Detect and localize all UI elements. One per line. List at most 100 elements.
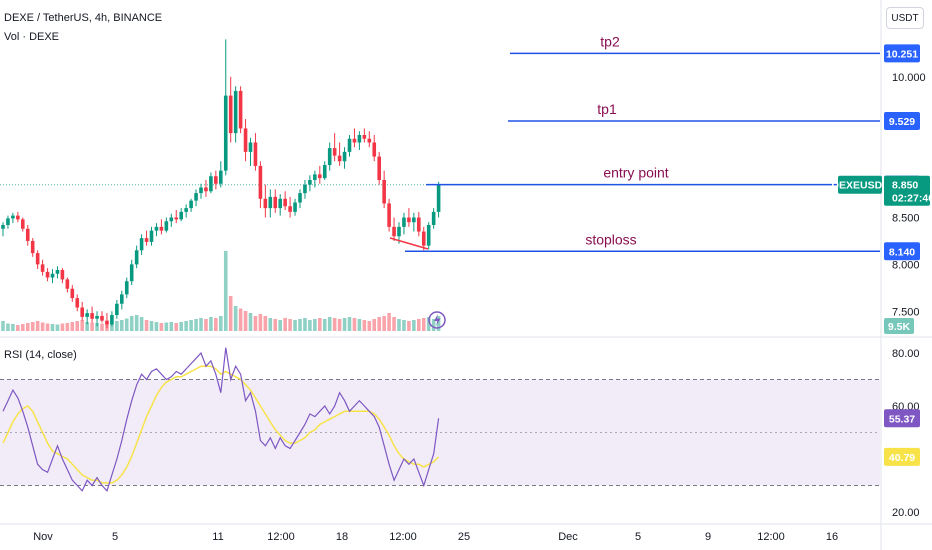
volume-bar: [50, 324, 55, 331]
volume-bar: [80, 320, 84, 331]
candle-body: [194, 193, 198, 201]
candle-body: [60, 270, 65, 280]
volume-bar: [397, 319, 401, 331]
candle-body: [30, 240, 35, 254]
volume-bar: [110, 322, 114, 331]
time-tick-label: 18: [336, 531, 348, 543]
candle-body: [352, 138, 357, 143]
volume-bar: [258, 314, 263, 331]
volume-badge: [884, 318, 914, 334]
volume-bar: [204, 319, 208, 331]
volume-bar: [65, 323, 70, 331]
candle-body: [392, 226, 396, 237]
candle-body: [431, 211, 436, 225]
volume-bar: [25, 323, 30, 331]
candle-body: [199, 187, 203, 194]
candle-body: [219, 170, 223, 184]
volume-bar: [16, 325, 20, 331]
volume-bar: [1, 321, 5, 331]
volume-bar: [243, 311, 248, 331]
level-badge-label: 8.140: [889, 246, 915, 258]
volume-bar: [238, 308, 243, 331]
volume-bar: [184, 321, 188, 331]
candle-body: [55, 270, 60, 274]
volume-bar: [327, 317, 332, 331]
volume-bar: [179, 322, 183, 331]
candle-body: [154, 226, 159, 231]
candle-body: [372, 142, 377, 157]
candle-body: [273, 196, 278, 209]
time-tick-label: 12:00: [757, 531, 785, 543]
candle-body: [233, 90, 238, 134]
candle-body: [149, 230, 154, 242]
candle-body: [238, 90, 243, 129]
time-tick-label: 12:00: [267, 531, 295, 543]
level-annotation: stoploss: [585, 231, 636, 247]
volume-bar: [30, 322, 35, 331]
level-badge-label: 10.251: [886, 48, 918, 60]
candle-body: [243, 128, 248, 152]
candle-body: [16, 215, 20, 220]
candle-body: [367, 138, 372, 143]
candle-body: [1, 225, 5, 229]
candle-body: [308, 180, 312, 185]
volume-bar: [298, 319, 302, 331]
candle-body: [412, 217, 416, 223]
volume-bar: [367, 321, 372, 331]
candle-body: [417, 217, 421, 232]
candle-body: [263, 198, 268, 209]
candle-body: [100, 315, 104, 321]
volume-bar: [421, 318, 426, 331]
volume-bar: [293, 320, 297, 331]
axes: 7.500 8.000 8.500 10.000 Nov 5 11 12:00 18 12:00 2…: [33, 72, 925, 543]
time-tick-label: 16: [826, 531, 838, 543]
volume-bar: [431, 319, 436, 331]
volume-bar: [283, 318, 287, 331]
candle-body: [426, 225, 431, 246]
level-annotation: tp1: [597, 101, 617, 117]
volume-bar: [60, 323, 65, 331]
time-tick-label: 12:00: [389, 531, 417, 543]
candle-body: [209, 176, 213, 192]
time-tick-label: 25: [458, 531, 470, 543]
candle-body: [204, 187, 208, 192]
symbol-badge-label: DEXEUSDT: [831, 180, 889, 192]
volume-bar: [313, 319, 317, 331]
candle-body: [337, 155, 342, 162]
candle-body: [214, 176, 218, 184]
volume-bar: [85, 322, 89, 331]
candle-body: [313, 174, 317, 180]
candle-body: [382, 180, 386, 204]
candle-body: [298, 193, 302, 203]
rsi-tick-label: 20.00: [892, 507, 920, 519]
volume-bar: [55, 324, 60, 331]
volume-bar: [377, 317, 381, 331]
candle-body: [268, 196, 273, 209]
volume-bar: [40, 322, 45, 331]
volume-bar: [120, 320, 124, 331]
candle-body: [129, 264, 134, 282]
volume-bar: [21, 324, 25, 331]
candle-body: [120, 294, 124, 304]
candle-body: [436, 184, 441, 212]
volume-bar: [219, 316, 223, 331]
candle-body: [248, 142, 253, 152]
candle-body: [115, 303, 119, 315]
volume-bar: [372, 319, 377, 331]
volume-bar: [347, 317, 352, 331]
candle-body: [11, 215, 15, 219]
candle-body: [278, 198, 282, 209]
volume-bar: [303, 318, 307, 331]
currency-button[interactable]: USDT: [886, 7, 924, 29]
rsi-pane: [0, 347, 880, 492]
candle-body: [342, 151, 347, 162]
lightning-icon[interactable]: [428, 311, 446, 329]
level-badge: [884, 242, 920, 261]
time-tick-label: Dec: [558, 531, 578, 543]
volume-bar: [139, 317, 144, 331]
volume-bar: [337, 319, 342, 331]
level-badge: [884, 112, 920, 131]
countdown-label: 02:27:46: [892, 193, 932, 205]
